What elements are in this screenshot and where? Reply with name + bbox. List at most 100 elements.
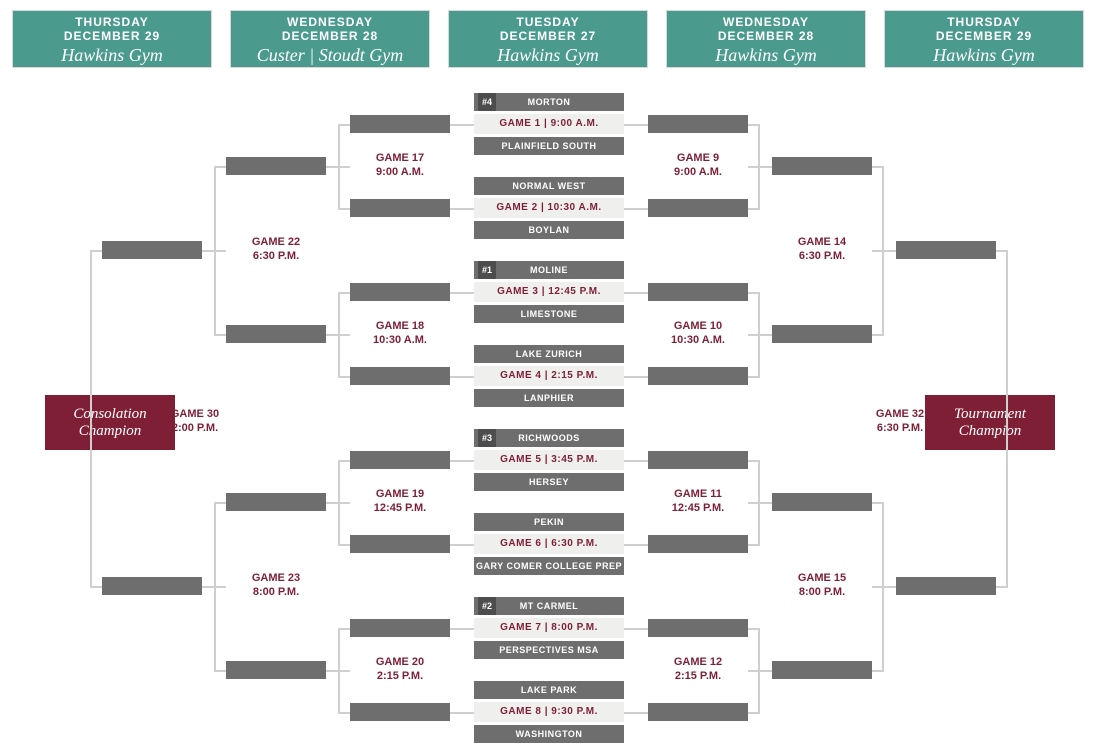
t: 6:30 P.M.: [253, 250, 299, 262]
t: 2:15 P.M.: [377, 670, 423, 682]
t: 10:30 A.M.: [671, 334, 725, 346]
g: GAME 22: [252, 236, 300, 248]
g: GAME 18: [376, 320, 424, 332]
day-venue: Hawkins Gym: [667, 45, 865, 66]
slot: [350, 451, 450, 469]
slot: [350, 367, 450, 385]
game-label: GAME 6 | 6:30 P.M.: [474, 534, 624, 554]
g: GAME 11: [674, 488, 722, 500]
line: [338, 712, 350, 714]
g: GAME 17: [376, 152, 424, 164]
t: 2:15 P.M.: [675, 670, 721, 682]
t: 8:00 P.M.: [253, 586, 299, 598]
line: [872, 166, 884, 168]
game-label: GAME 3 | 12:45 P.M.: [474, 282, 624, 302]
day-dow: WEDNESDAY: [667, 15, 865, 29]
slot: [648, 535, 748, 553]
line: [624, 208, 648, 210]
team-top: RICHWOODS: [474, 429, 624, 447]
line: [872, 586, 896, 588]
slot: [102, 241, 202, 259]
line: [326, 502, 350, 504]
seed-badge: #4: [478, 93, 496, 111]
line: [450, 628, 474, 630]
game-label: GAME 5 | 3:45 P.M.: [474, 450, 624, 470]
g: GAME 19: [376, 488, 424, 500]
day-date: DECEMBER 27: [449, 29, 647, 43]
line: [326, 166, 350, 168]
line: [872, 334, 884, 336]
g: GAME 15: [798, 572, 846, 584]
g: GAME 14: [798, 236, 846, 248]
game-label: GAME 2 | 10:30 A.M.: [474, 198, 624, 218]
g: GAME 12: [674, 656, 722, 668]
day-dow: THURSDAY: [13, 15, 211, 29]
game-text: GAME 1810:30 A.M.: [350, 319, 450, 347]
line: [90, 250, 102, 252]
g: GAME 9: [677, 152, 719, 164]
slot: [772, 661, 872, 679]
day-venue: Custer | Stoudt Gym: [231, 45, 429, 66]
game-text: GAME 146:30 P.M.: [772, 235, 872, 263]
slot: [226, 661, 326, 679]
day-header-3: TUESDAY DECEMBER 27 Hawkins Gym: [448, 10, 648, 68]
line: [748, 124, 760, 126]
team-bottom: LANPHIER: [474, 389, 624, 407]
slot: [648, 283, 748, 301]
slot: [350, 535, 450, 553]
line: [214, 502, 226, 504]
team-top: NORMAL WEST: [474, 177, 624, 195]
game-label: GAME 8 | 9:30 P.M.: [474, 702, 624, 722]
slot: [648, 199, 748, 217]
day-dow: WEDNESDAY: [231, 15, 429, 29]
g: GAME 23: [252, 572, 300, 584]
game-text: GAME 12 2:15 P.M.: [648, 655, 748, 683]
game-label: GAME 1 | 9:00 A.M.: [474, 114, 624, 134]
line: [1006, 250, 1008, 588]
slot: [772, 325, 872, 343]
line: [748, 628, 760, 630]
line: [748, 376, 760, 378]
day-header-4: WEDNESDAY DECEMBER 28 Hawkins Gym: [666, 10, 866, 68]
line: [624, 124, 648, 126]
slot: [896, 577, 996, 595]
line: [90, 250, 92, 588]
game-text: GAME 19 12:45 P.M.: [350, 487, 450, 515]
tournament-champion: Tournament Champion: [925, 395, 1055, 450]
slot: [772, 493, 872, 511]
team-bottom: GARY COMER COLLEGE PREP: [474, 557, 624, 575]
line: [338, 124, 350, 126]
line: [450, 460, 474, 462]
line: [748, 502, 772, 504]
t: 8:00 P.M.: [799, 586, 845, 598]
slot: [226, 493, 326, 511]
line: [748, 460, 760, 462]
line: [214, 670, 226, 672]
line: [202, 250, 226, 252]
day-dow: TUESDAY: [449, 15, 647, 29]
line: [748, 166, 772, 168]
line: [214, 334, 226, 336]
line: [624, 460, 648, 462]
game-text: GAME 22 6:30 P.M.: [226, 235, 326, 263]
line: [326, 334, 350, 336]
t: 12:45 P.M.: [374, 502, 426, 514]
slot: [648, 703, 748, 721]
team-top: MORTON: [474, 93, 624, 111]
line: [450, 292, 474, 294]
line: [872, 502, 884, 504]
slot: [226, 325, 326, 343]
line: [748, 712, 760, 714]
line: [202, 586, 226, 588]
day-header-2: WEDNESDAY DECEMBER 28 Custer | Stoudt Gy…: [230, 10, 430, 68]
t: 9:00 A.M.: [674, 166, 722, 178]
line: [872, 670, 884, 672]
slot: [350, 703, 450, 721]
line: [748, 334, 772, 336]
team-bottom: PLAINFIELD SOUTH: [474, 137, 624, 155]
line: [624, 292, 648, 294]
line: [996, 250, 1008, 252]
line: [338, 376, 350, 378]
game-text: GAME 1010:30 A.M.: [648, 319, 748, 347]
slot: [350, 115, 450, 133]
